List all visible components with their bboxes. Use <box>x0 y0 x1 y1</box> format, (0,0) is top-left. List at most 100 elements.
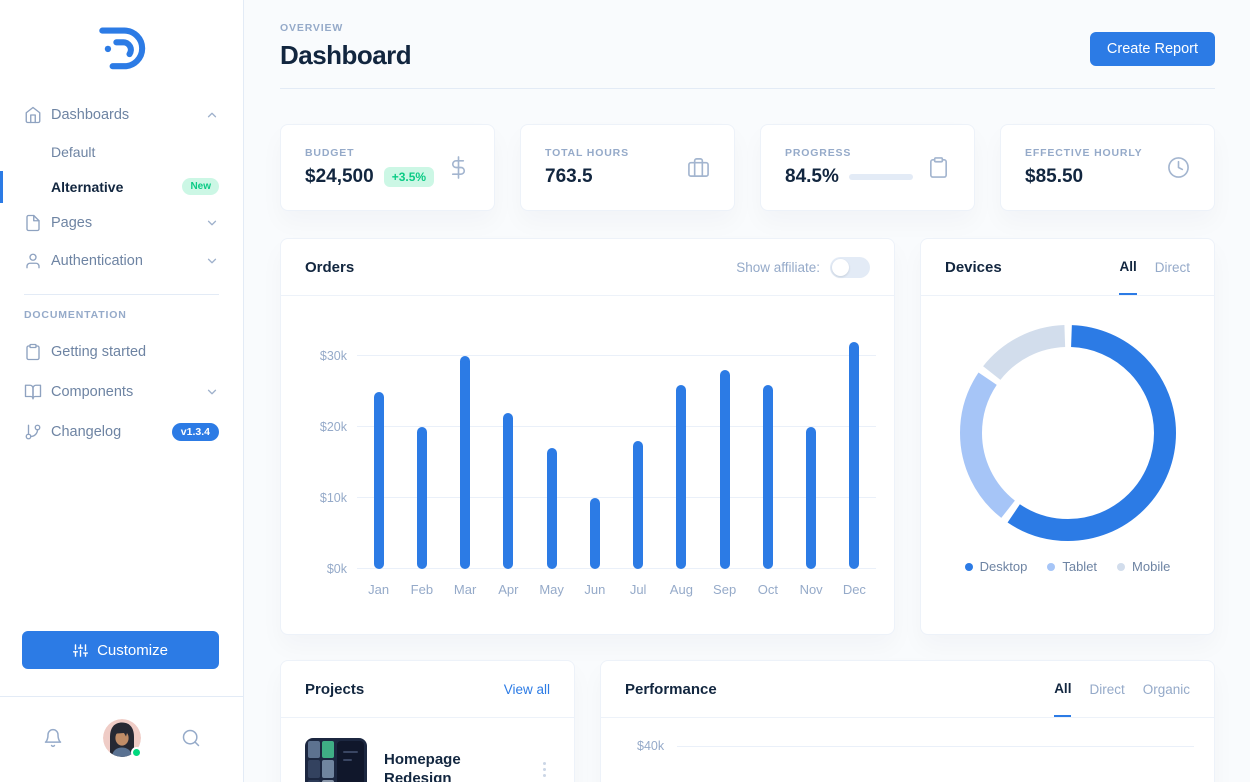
projects-title: Projects <box>305 680 365 698</box>
order-bar[interactable] <box>719 370 730 569</box>
total-hours-stat-card: TOTAL HOURS 763.5 <box>520 124 735 211</box>
clock-icon <box>1167 156 1190 179</box>
bars-layer <box>357 335 876 569</box>
sidebar-divider <box>24 294 219 295</box>
tab-all[interactable]: All <box>1119 239 1137 295</box>
search-icon[interactable] <box>181 728 201 748</box>
sidebar-item-getting-started[interactable]: Getting started <box>0 332 243 372</box>
tablet-legend-dot <box>1047 562 1056 571</box>
tablet-segment[interactable] <box>959 325 1176 541</box>
sidebar-footer <box>0 719 243 758</box>
project-list-item[interactable]: Homepage Redesign <box>281 718 574 782</box>
app-logo[interactable] <box>0 0 243 72</box>
show-affiliate-label: Show affiliate: <box>736 259 820 275</box>
budget-stat-card: BUDGET $24,500 +3.5% <box>280 124 495 211</box>
order-bar[interactable] <box>806 427 817 569</box>
order-bar[interactable] <box>546 448 557 569</box>
order-bar[interactable] <box>373 392 384 569</box>
sidebar: Dashboards Default Alternative New Pages <box>0 0 244 782</box>
performance-y-tick: $40k <box>637 739 665 753</box>
projects-card: Projects View all <box>280 660 575 782</box>
show-affiliate-toggle[interactable] <box>830 256 870 278</box>
devices-tabs: All Direct <box>1119 239 1190 295</box>
sidebar-item-dashboards[interactable]: Dashboards <box>0 96 243 134</box>
create-report-button[interactable]: Create Report <box>1089 32 1215 66</box>
legend-desktop: Desktop <box>964 559 1027 574</box>
order-bar[interactable] <box>633 441 644 569</box>
page-header: OVERVIEW Dashboard Create Report <box>280 22 1215 71</box>
order-bar[interactable] <box>460 356 471 569</box>
orders-card-header: Orders Show affiliate: <box>281 239 894 296</box>
sidebar-item-pages[interactable]: Pages <box>0 204 243 242</box>
clipboard-icon <box>24 343 42 361</box>
more-vertical-icon[interactable] <box>539 758 550 781</box>
sidebar-item-label: Pages <box>51 215 93 231</box>
user-avatar[interactable] <box>102 719 142 758</box>
devices-card: Devices All Direct Desktop <box>920 238 1215 635</box>
toggle-knob <box>832 258 849 276</box>
chevron-up-icon <box>205 108 219 122</box>
performance-card: Performance All Direct Organic $40k <box>600 660 1215 782</box>
x-axis-tick-label: Jun <box>584 582 606 597</box>
dashkit-logo-icon <box>98 27 145 70</box>
legend-tablet: Tablet <box>1047 559 1097 574</box>
sidebar-item-default[interactable]: Default <box>0 134 243 169</box>
order-bar[interactable] <box>762 385 773 569</box>
orders-plot-area[interactable]: $0k $10k $20k $30k <box>320 335 876 576</box>
x-axis-tick-label: Dec <box>842 582 866 597</box>
performance-chart-body[interactable]: $40k <box>601 718 1214 782</box>
sidebar-docs: Getting started Components Changelog v1.… <box>0 332 243 452</box>
mobile-legend-dot <box>1117 562 1126 571</box>
tab-direct[interactable]: Direct <box>1154 259 1190 275</box>
stat-value: $24,500 <box>305 166 374 187</box>
performance-gridline <box>677 746 1194 747</box>
y-axis-tick-label: $20k <box>319 420 347 435</box>
sidebar-item-components[interactable]: Components <box>0 372 243 412</box>
sidebar-item-changelog[interactable]: Changelog v1.3.4 <box>0 412 243 452</box>
chevron-down-icon <box>205 254 219 268</box>
x-axis-tick-label: Oct <box>757 582 778 597</box>
order-bar[interactable] <box>503 413 514 569</box>
sidebar-item-alternative[interactable]: Alternative New <box>0 169 243 204</box>
order-bar[interactable] <box>849 342 860 569</box>
sliders-icon <box>73 643 89 658</box>
project-title: Homepage Redesign <box>384 750 461 782</box>
sidebar-item-label: Authentication <box>51 253 143 269</box>
orders-bar-chart[interactable]: $0k $10k $20k $30k Jan Feb Mar Apr May Jun Jul Aug… <box>305 335 876 597</box>
gridline: $10k <box>320 491 876 505</box>
stat-label: EFFECTIVE HOURLY <box>1025 147 1143 159</box>
tab-organic[interactable]: Organic <box>1142 681 1190 697</box>
order-bar[interactable] <box>589 498 600 569</box>
progress-bar <box>848 174 913 180</box>
y-axis-tick-label: $0k <box>326 562 347 576</box>
sidebar-item-authentication[interactable]: Authentication <box>0 242 243 280</box>
orders-title: Orders <box>305 258 355 276</box>
bottom-row: Projects View all <box>280 660 1215 782</box>
bell-icon[interactable] <box>43 728 63 748</box>
order-bar[interactable] <box>676 385 687 569</box>
devices-doughnut-chart[interactable] <box>954 319 1182 547</box>
performance-tabs: All Direct Organic <box>1054 661 1190 717</box>
orders-card: Orders Show affiliate: $0k $10k $20k $30k J… <box>280 238 895 635</box>
desktop-segment[interactable] <box>959 325 1176 541</box>
sidebar-subitem-label: Alternative <box>51 178 124 195</box>
git-branch-icon <box>24 423 42 441</box>
devices-card-header: Devices All Direct <box>921 239 1214 296</box>
orders-chart-body: $0k $10k $20k $30k Jan Feb Mar Apr May Jun Jul Aug… <box>281 296 894 634</box>
x-axis-tick-label: Nov <box>799 582 823 597</box>
dollar-icon <box>447 156 470 179</box>
view-all-link[interactable]: View all <box>503 681 550 697</box>
home-icon <box>24 106 42 124</box>
sidebar-item-label: Changelog <box>51 424 122 440</box>
x-axis-tick-label: Feb <box>410 582 434 597</box>
stat-value: 763.5 <box>545 166 593 187</box>
tab-all[interactable]: All <box>1054 661 1072 717</box>
customize-button[interactable]: Customize <box>22 631 219 669</box>
performance-card-header: Performance All Direct Organic <box>601 661 1214 718</box>
order-bar[interactable] <box>416 427 427 569</box>
active-item-indicator <box>0 171 3 203</box>
tab-direct[interactable]: Direct <box>1089 681 1125 697</box>
x-axis-tick-label: Sep <box>713 582 737 597</box>
stat-value: 84.5% <box>785 166 839 187</box>
gridline: $0k <box>327 562 876 576</box>
